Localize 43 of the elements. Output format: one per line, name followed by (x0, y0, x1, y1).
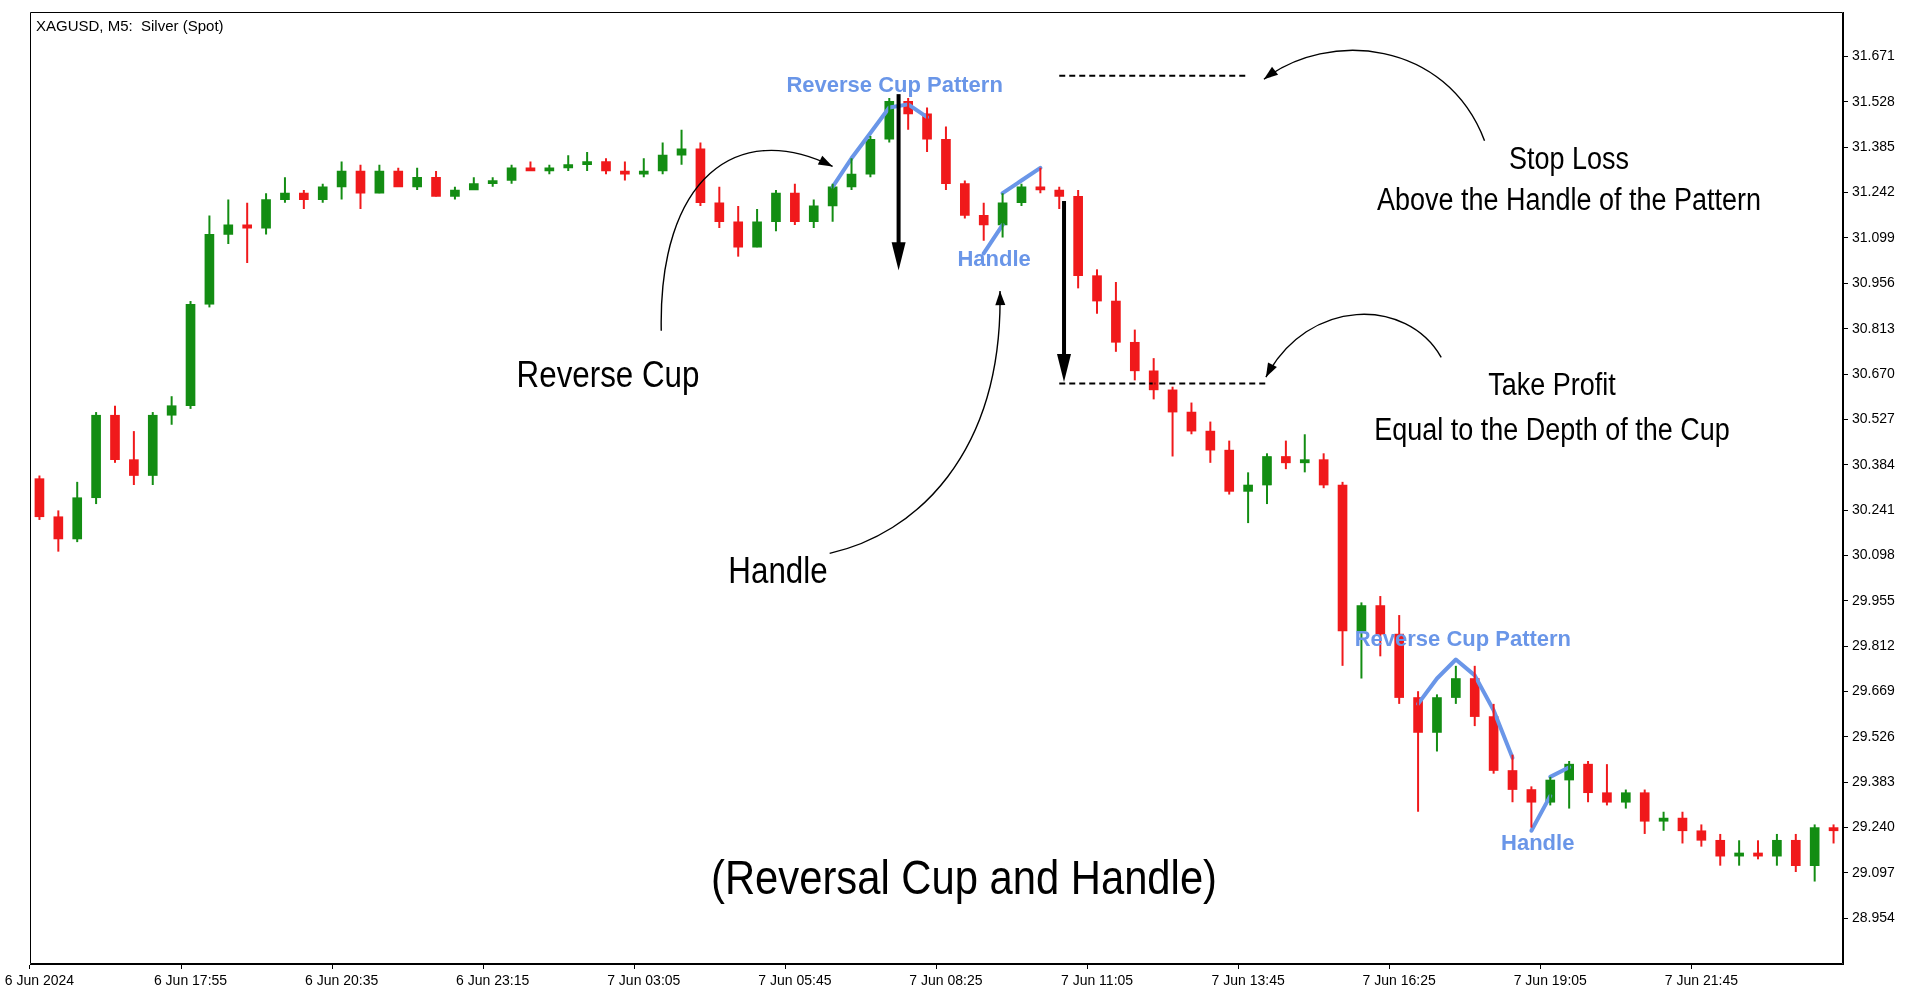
y-tick-label: 29.240 (1852, 818, 1896, 835)
y-tick-label: 31.528 (1852, 92, 1896, 109)
x-tick-label: 7 Jun 21:45 (1664, 972, 1739, 989)
y-tick-label: 29.669 (1852, 682, 1896, 699)
y-tick-label: 30.813 (1852, 319, 1896, 336)
x-tick-label: 7 Jun 11:05 (1060, 972, 1134, 989)
annotation: Reverse Cup (516, 354, 700, 396)
y-tick-label: 30.527 (1852, 410, 1896, 427)
y-tick-label: 29.955 (1852, 591, 1896, 608)
y-tick-label: 30.670 (1852, 364, 1896, 381)
y-tick-label: 29.097 (1852, 863, 1896, 880)
y-tick-label: 30.241 (1852, 500, 1896, 517)
x-tick-label: 7 Jun 16:25 (1362, 972, 1436, 989)
annotation: Stop Loss Above the Handle of the Pattern (1377, 140, 1762, 220)
y-tick-label: 30.098 (1852, 546, 1896, 563)
candlestick (1620, 789, 1631, 809)
annotation: Handle (1501, 830, 1575, 856)
y-tick-label: 29.526 (1852, 727, 1896, 744)
y-tick-label: 28.954 (1852, 909, 1896, 926)
y-tick-label: 31.671 (1852, 47, 1896, 64)
annotation: (Reversal Cup and Handle) (710, 849, 1217, 906)
annotation: Take Profit Equal to the Depth of the Cup (1374, 365, 1731, 449)
x-tick-label: 6 Jun 2024 (4, 972, 75, 989)
annotation: Handle (957, 246, 1031, 272)
y-tick-label: 31.099 (1852, 228, 1896, 245)
x-tick-label: 7 Jun 13:45 (1211, 972, 1285, 989)
annotation: Reverse Cup Pattern (786, 72, 1003, 98)
y-tick-label: 31.242 (1852, 183, 1896, 200)
candlestick (1602, 764, 1612, 806)
x-tick-label: 7 Jun 19:05 (1513, 972, 1588, 989)
y-tick-label: 30.384 (1852, 455, 1896, 472)
y-tick-label: 30.956 (1852, 274, 1896, 291)
x-tick-label: 6 Jun 20:35 (305, 972, 379, 989)
x-tick-label: 6 Jun 23:15 (456, 972, 530, 989)
y-tick-label: 31.385 (1852, 138, 1896, 155)
chart-title: XAGUSD, M5: Silver (Spot) (36, 17, 224, 35)
y-tick-label: 29.812 (1852, 637, 1896, 654)
x-tick-label: 7 Jun 03:05 (607, 972, 681, 989)
y-tick-label: 29.383 (1852, 773, 1896, 790)
x-tick-label: 7 Jun 05:45 (758, 972, 832, 989)
x-tick-label: 6 Jun 17:55 (153, 972, 228, 989)
x-tick-label: 7 Jun 08:25 (909, 972, 983, 989)
annotation: Handle (728, 550, 829, 592)
